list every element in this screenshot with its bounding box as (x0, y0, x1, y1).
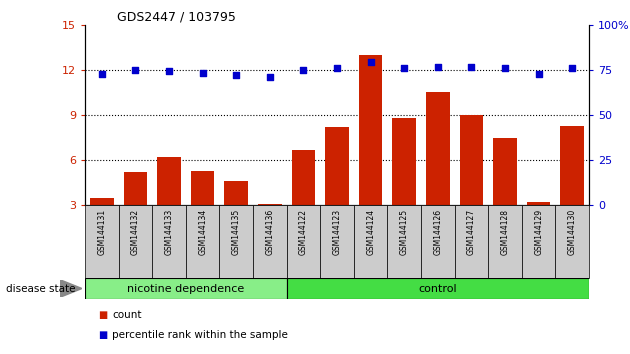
Text: GSM144134: GSM144134 (198, 209, 207, 255)
Point (164, 68, 174, 74)
Point (399, 65, 410, 71)
Text: GSM144136: GSM144136 (265, 209, 274, 255)
Bar (359, 55, 382, 205)
Point (198, 70, 208, 76)
Bar (186, 205, 219, 278)
Text: GSM144124: GSM144124 (366, 209, 375, 255)
Text: control: control (418, 284, 457, 293)
Text: GSM144131: GSM144131 (98, 209, 106, 255)
Point (332, 65, 342, 70)
Text: GSM144129: GSM144129 (534, 209, 543, 255)
Text: GSM144132: GSM144132 (131, 209, 140, 255)
Text: GSM144128: GSM144128 (501, 209, 510, 255)
Bar (493, 138, 517, 205)
Bar (85, 278, 287, 299)
Bar (387, 205, 421, 278)
Bar (158, 157, 181, 205)
Bar (354, 205, 387, 278)
Bar (522, 205, 556, 278)
Polygon shape (60, 280, 82, 297)
Bar (325, 127, 349, 205)
Point (299, 67, 309, 73)
Point (97, 72, 107, 77)
Bar (253, 205, 287, 278)
Bar (460, 115, 483, 205)
Text: GSM144135: GSM144135 (232, 209, 241, 255)
Text: ■: ■ (98, 310, 107, 320)
Text: GSM144122: GSM144122 (299, 209, 308, 255)
Bar (426, 92, 450, 205)
Bar (561, 126, 584, 205)
Bar (287, 205, 320, 278)
Bar (556, 205, 589, 278)
Text: nicotine dependence: nicotine dependence (127, 284, 244, 293)
Text: GSM144125: GSM144125 (400, 209, 409, 255)
Bar (85, 205, 118, 278)
Bar (152, 205, 186, 278)
Bar (527, 202, 551, 205)
Text: GSM144133: GSM144133 (164, 209, 173, 255)
Bar (488, 205, 522, 278)
Point (365, 59, 375, 65)
Point (466, 64, 476, 70)
Text: GSM144123: GSM144123 (333, 209, 341, 255)
Text: GDS2447 / 103795: GDS2447 / 103795 (117, 11, 236, 24)
Bar (421, 205, 455, 278)
Bar (118, 205, 152, 278)
Bar (320, 205, 354, 278)
Text: GSM144130: GSM144130 (568, 209, 576, 255)
Text: ■: ■ (98, 330, 107, 339)
Text: disease state: disease state (6, 284, 76, 293)
Text: GSM144127: GSM144127 (467, 209, 476, 255)
Text: percentile rank within the sample: percentile rank within the sample (112, 330, 288, 339)
Point (534, 72, 544, 77)
Bar (90, 198, 113, 205)
Text: count: count (112, 310, 142, 320)
Point (130, 67, 140, 73)
Bar (287, 278, 589, 299)
Bar (258, 204, 282, 205)
Point (265, 75, 275, 80)
Point (433, 64, 443, 70)
Text: GSM144126: GSM144126 (433, 209, 442, 255)
Bar (455, 205, 488, 278)
Bar (224, 181, 248, 205)
Bar (392, 118, 416, 205)
Point (231, 72, 241, 78)
Bar (292, 150, 315, 205)
Bar (191, 171, 214, 205)
Bar (123, 172, 147, 205)
Point (500, 65, 510, 71)
Bar (219, 205, 253, 278)
Point (567, 65, 577, 70)
